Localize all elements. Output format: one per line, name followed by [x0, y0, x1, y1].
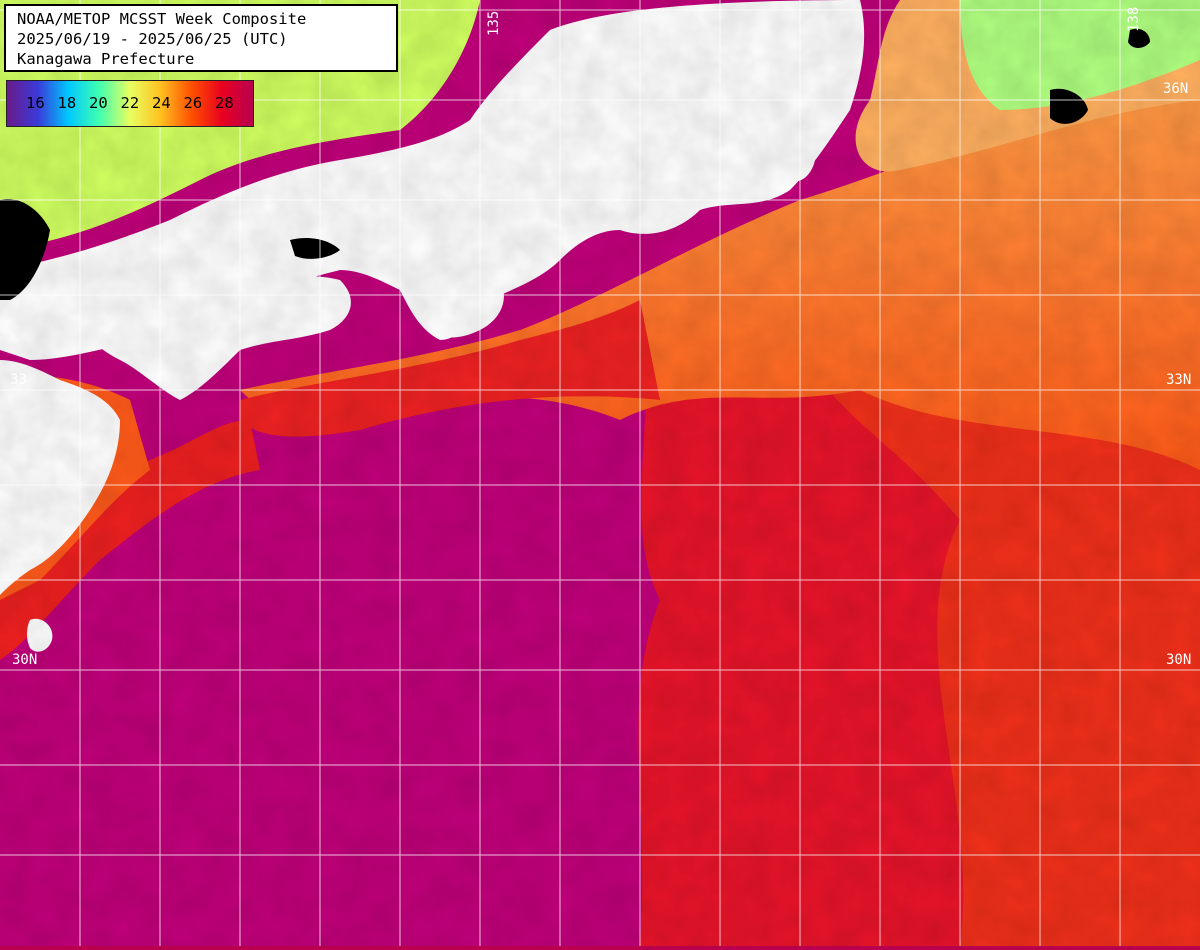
colorbar-tick: 26 [183, 94, 203, 112]
colorbar-tick: 16 [26, 94, 45, 112]
lat-label-36n-right: 36N [1163, 81, 1189, 97]
colorbar-labels: 16 18 20 22 24 26 28 [26, 94, 247, 112]
lat-label-30n-right: 30N [1166, 652, 1192, 668]
lat-label-33n-right: 33N [1166, 372, 1192, 388]
colorbar-tick: 20 [89, 94, 108, 112]
colorbar: 16 18 20 22 24 26 28 [6, 80, 254, 127]
lon-label-138: 138 [1126, 6, 1142, 32]
title-box: NOAA/METOP MCSST Week Composite 2025/06/… [4, 4, 398, 72]
colorbar-tick: 22 [120, 94, 140, 112]
lat-label-33-left: 33 [10, 372, 27, 388]
colorbar-tick: 28 [215, 94, 234, 112]
colorbar-tick: 18 [57, 94, 77, 112]
region-name: Kanagawa Prefecture [17, 50, 195, 68]
colorbar-tick: 24 [152, 94, 171, 112]
lat-label-30n-left: 30N [12, 652, 38, 668]
map-title: NOAA/METOP MCSST Week Composite [17, 10, 307, 28]
date-range: 2025/06/19 - 2025/06/25 (UTC) [17, 30, 288, 48]
lon-label-135: 135 [486, 10, 502, 36]
